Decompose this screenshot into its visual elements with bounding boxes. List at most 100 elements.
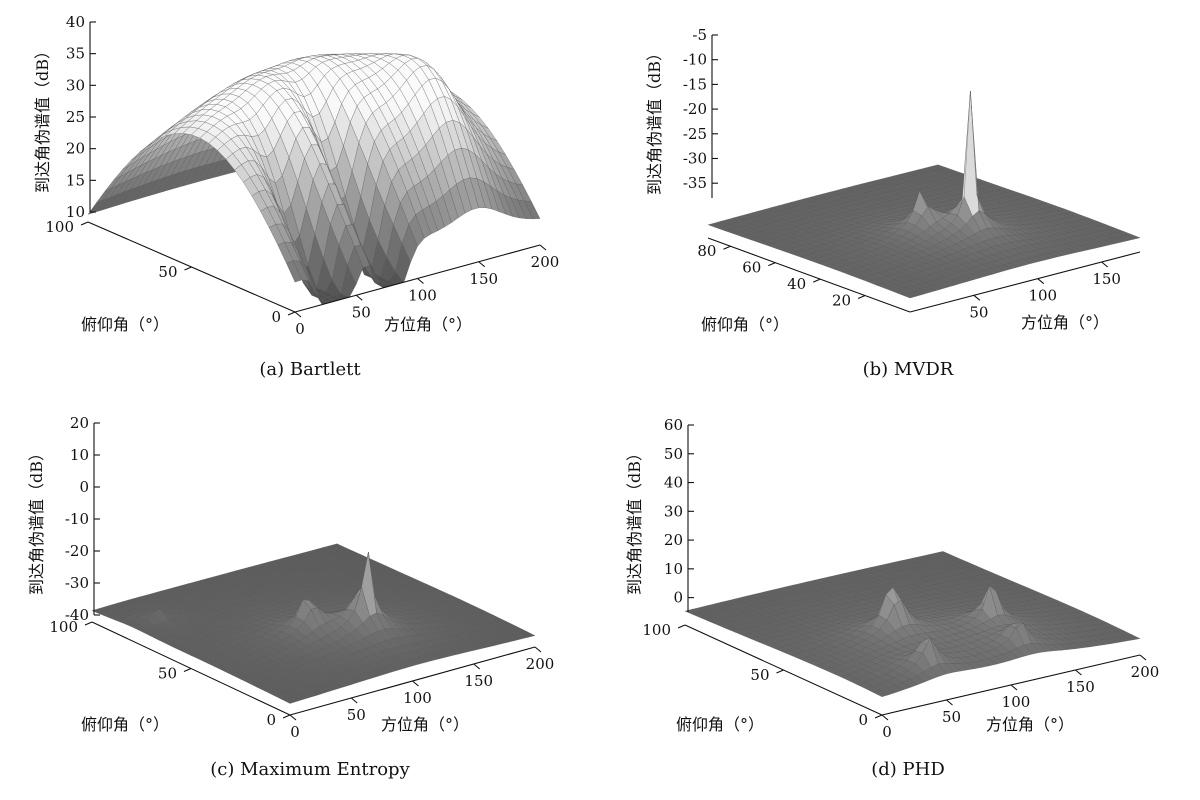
x-tick-mark: [534, 646, 542, 653]
y-tick-label: 100: [45, 218, 74, 236]
y-tick-label: 50: [750, 666, 769, 684]
x-tick-mark: [350, 697, 358, 704]
chart-panel-3: 050100150200050100-40-30-20-1001020方位角（°…: [27, 414, 554, 780]
z-tick-label: -5: [692, 26, 707, 44]
x-tick-mark: [1139, 654, 1147, 661]
y-axis-label: 俯仰角（°）: [81, 315, 169, 334]
y-tick-mark: [282, 714, 291, 719]
y-tick-mark: [287, 311, 296, 316]
x-tick-mark: [1037, 278, 1045, 285]
z-axis-label: 到达角伪谱值（dB）: [645, 45, 664, 195]
x-tick-label: 50: [352, 303, 371, 321]
x-tick-mark: [539, 244, 547, 251]
x-tick-mark: [355, 294, 363, 301]
surface-cell: [519, 631, 536, 638]
x-axis-label: 方位角（°）: [381, 715, 469, 734]
x-tick-mark: [881, 714, 889, 721]
y-axis-line: [707, 237, 911, 313]
y-tick-label: 50: [158, 665, 177, 683]
y-tick-label: 50: [158, 263, 177, 281]
x-axis-label: 方位角（°）: [1021, 313, 1109, 332]
z-tick-label: 40: [664, 474, 683, 492]
z-tick-label: -30: [683, 149, 707, 167]
x-tick-mark: [417, 278, 424, 284]
y-tick-label: 100: [642, 621, 671, 639]
x-tick-mark: [412, 680, 419, 687]
x-tick-mark: [1010, 684, 1018, 691]
y-tick-mark: [813, 278, 821, 283]
x-tick-label: 100: [408, 287, 437, 305]
chart-panel-4: 0501001502000501000102030405060方位角（°）俯仰角…: [625, 416, 1159, 780]
x-tick-mark: [1101, 261, 1109, 268]
x-tick-label: 50: [347, 706, 366, 724]
z-tick-label: 30: [664, 502, 683, 520]
z-tick-label: 0: [79, 478, 89, 496]
z-tick-label: -15: [683, 75, 707, 93]
z-tick-label: 20: [66, 140, 85, 158]
x-tick-mark: [473, 663, 481, 670]
chart-panel-1: 05010015020005010010152025303540方位角（°）俯仰…: [33, 13, 559, 380]
x-tick-label: 200: [526, 655, 555, 673]
x-axis-label: 方位角（°）: [384, 315, 472, 334]
z-tick-label: 30: [66, 76, 85, 94]
z-tick-label: 0: [673, 589, 683, 607]
z-tick-label: 10: [664, 560, 683, 578]
surface-cell: [1124, 634, 1141, 641]
x-tick-label: 200: [531, 253, 560, 271]
z-tick-label: 15: [66, 171, 85, 189]
x-tick-label: 150: [1066, 678, 1095, 696]
y-tick-label: 60: [742, 259, 761, 277]
x-tick-label: 0: [290, 723, 300, 741]
x-tick-label: 50: [969, 303, 988, 321]
surface-mesh: [684, 551, 1141, 697]
x-tick-mark: [289, 714, 297, 721]
x-axis-label: 方位角（°）: [986, 715, 1074, 734]
x-tick-mark: [478, 261, 486, 268]
z-tick-label: 50: [664, 445, 683, 463]
x-tick-label: 50: [942, 708, 961, 726]
x-tick-label: 100: [1002, 693, 1031, 711]
z-tick-label: 60: [664, 416, 683, 434]
y-tick-label: 20: [832, 292, 851, 310]
z-tick-label: -10: [65, 510, 89, 528]
x-tick-mark: [973, 294, 981, 301]
y-tick-label: 0: [858, 711, 868, 729]
z-tick-label: -25: [683, 125, 707, 143]
z-axis-label: 到达角伪谱值（dB）: [27, 445, 46, 595]
x-tick-mark: [294, 311, 302, 318]
y-tick-label: 100: [49, 618, 78, 636]
z-tick-label: -10: [683, 51, 707, 69]
chart-panel-2: 50 100 150 20 40 60 80 -35 -30 -25 -20 -15 -10 -5 方位角（…: [645, 26, 1141, 380]
z-axis-label: 到达角伪谱值（dB）: [33, 43, 52, 193]
y-tick-label: 0: [266, 711, 276, 729]
z-tick-label: 10: [70, 446, 89, 464]
z-tick-label: -20: [683, 100, 707, 118]
y-tick-mark: [768, 262, 776, 267]
x-tick-label: 0: [295, 320, 305, 338]
panel-caption: (b) MVDR: [863, 359, 954, 380]
z-axis-label: 到达角伪谱值（dB）: [625, 445, 644, 595]
x-tick-label: 200: [1131, 663, 1160, 681]
x-tick-label: 150: [1092, 270, 1121, 288]
x-tick-mark: [1075, 669, 1082, 676]
z-tick-label: 20: [664, 531, 683, 549]
y-tick-label: 0: [271, 308, 281, 326]
y-axis-label: 俯仰角（°）: [81, 715, 169, 734]
y-tick-label: 40: [787, 275, 806, 293]
panel-caption: (d) PHD: [871, 759, 945, 780]
y-tick-label: 80: [697, 242, 716, 260]
z-tick-label: 25: [66, 108, 85, 126]
z-tick-label: 20: [70, 414, 89, 432]
y-tick-mark: [80, 221, 89, 226]
x-tick-label: 150: [464, 672, 493, 690]
surface-mesh: [91, 543, 536, 704]
z-tick-label: -35: [683, 174, 707, 192]
z-tick-label: 10: [66, 203, 85, 221]
surface-cell: [1124, 234, 1141, 240]
z-tick-label: -40: [65, 606, 89, 624]
x-tick-mark: [946, 699, 953, 706]
y-tick-mark: [184, 266, 192, 271]
y-axis-label: 俯仰角（°）: [701, 315, 789, 334]
z-tick-label: 40: [66, 13, 85, 31]
